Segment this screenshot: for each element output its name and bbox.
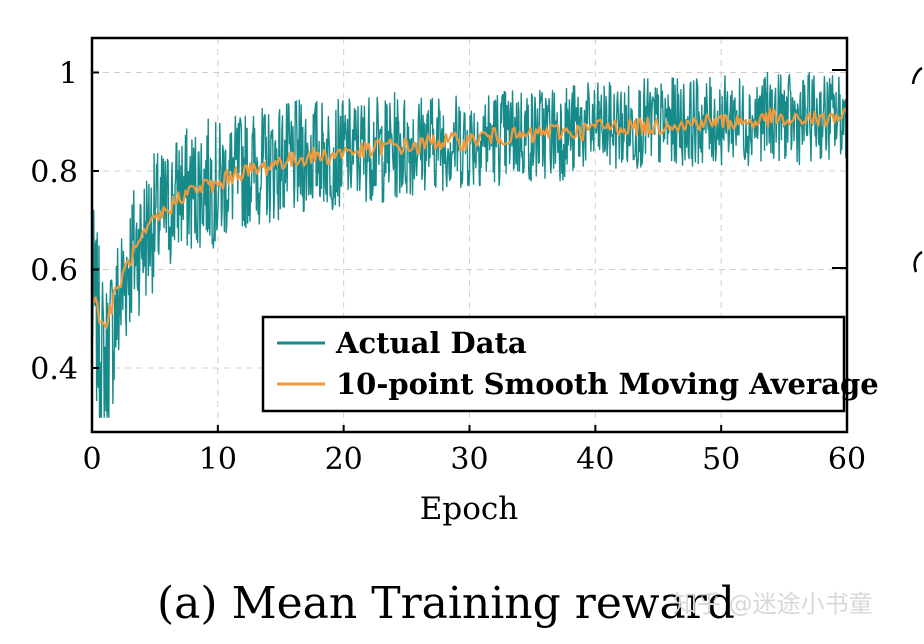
smooth-average-line [91,107,849,329]
x-axis-label: Epoch [420,491,518,527]
y-tick-label: 0.8 [30,155,78,190]
legend: Actual Data 10-point Smooth Moving Avera… [261,315,879,413]
x-tick-label: 10 [199,442,237,477]
x-tick-label: 50 [702,442,740,477]
actual-data-line [91,72,848,418]
x-tick-label: 30 [450,442,488,477]
y-tick-label: 0.6 [30,253,78,288]
legend-label-actual-data: Actual Data [335,326,527,360]
watermark: 知乎 @迷途小书童 [673,590,873,618]
ticks: 0 10 20 30 40 50 60 0.4 0.6 0.8 1 [30,56,866,477]
x-tick-label: 40 [576,442,614,477]
plot-series [91,72,849,418]
x-tick-label: 60 [828,442,866,477]
figure-caption: (a) Mean Training reward [157,578,735,629]
adjacent-figure-edge [832,66,923,273]
x-tick-label: 0 [82,442,101,477]
legend-box [261,315,846,413]
y-tick-label: 0.4 [30,352,78,387]
x-tick-label: 20 [325,442,363,477]
legend-label-smooth-average: 10-point Smooth Moving Average [336,367,879,401]
y-tick-label: 1 [59,56,78,91]
